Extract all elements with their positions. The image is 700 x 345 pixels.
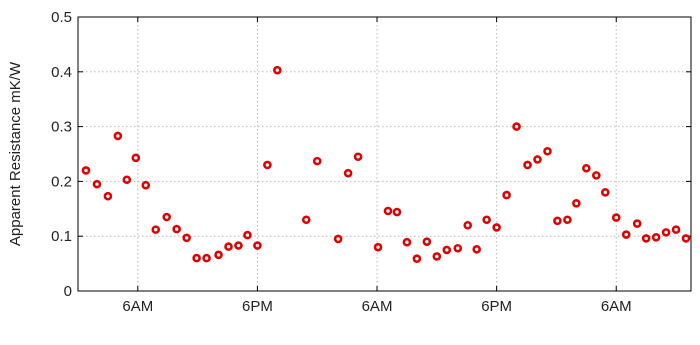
data-point [263, 160, 272, 170]
data-point [243, 230, 252, 240]
y-tick-labels: 0 0.1 0.2 0.3 0.4 0.5 [51, 9, 72, 300]
plot-frame [77, 16, 692, 292]
data-point [543, 146, 552, 156]
data-point [402, 237, 412, 247]
data-point [202, 253, 211, 263]
data-point [373, 242, 383, 252]
x-tick-label: 6AM [362, 298, 393, 315]
data-point [482, 215, 491, 225]
data-point [432, 252, 442, 261]
data-point [182, 233, 191, 243]
data-point [131, 153, 141, 163]
data-point [224, 242, 233, 251]
data-point [661, 228, 671, 237]
data-point [472, 245, 481, 254]
data-point [492, 223, 501, 232]
data-point [92, 179, 102, 189]
grid [78, 17, 691, 291]
data-point [453, 243, 463, 253]
y-tick-label: 0 [64, 283, 72, 300]
data-point [553, 216, 562, 226]
data-point [592, 171, 601, 180]
data-point [333, 234, 343, 244]
data-point [651, 232, 661, 242]
data-point [671, 225, 681, 234]
data-point [422, 237, 432, 246]
data-point [641, 234, 651, 243]
data-point [523, 160, 532, 170]
data-point [103, 191, 113, 201]
data-point [253, 241, 262, 250]
y-tick-label: 0.3 [51, 119, 72, 136]
data-point [81, 166, 91, 175]
y-axis-label: Apparent Resistance mK/W [7, 61, 24, 246]
data-point [192, 253, 201, 263]
data-point [600, 188, 610, 197]
x-tick-label: 6PM [481, 298, 512, 315]
data-point [383, 206, 393, 216]
data-point [151, 225, 161, 234]
y-tick-label: 0.4 [51, 64, 72, 81]
data-point [572, 199, 581, 208]
y-tick-label: 0.1 [51, 228, 72, 245]
data-point [621, 230, 631, 239]
data-point [162, 212, 172, 222]
data-point [273, 65, 282, 75]
data-point [301, 215, 311, 225]
data-point [392, 207, 402, 217]
data-point [412, 254, 422, 263]
data-point [122, 175, 132, 185]
y-tick-label: 0.5 [51, 9, 72, 26]
data-point [533, 155, 542, 164]
data-point [512, 122, 521, 131]
data-point [343, 168, 353, 178]
x-tick-label: 6PM [242, 298, 273, 315]
x-tick-labels: 6AM 6PM 6AM 6PM 6AM [122, 298, 631, 315]
data-point [632, 219, 642, 228]
data-point [141, 180, 151, 190]
x-tick-label: 6AM [122, 298, 153, 315]
data-point [681, 234, 691, 243]
data-point [563, 215, 572, 225]
data-point [312, 156, 322, 166]
data-point [611, 213, 621, 222]
data-point [463, 220, 473, 230]
x-tick-label: 6AM [601, 298, 632, 315]
data-point [214, 250, 223, 260]
data-points [81, 65, 691, 263]
data-point [502, 190, 511, 200]
y-tick-label: 0.2 [51, 173, 72, 190]
axis-ticks [78, 16, 691, 292]
data-point [442, 245, 452, 255]
data-point [353, 152, 363, 162]
data-point [234, 241, 243, 250]
data-point [582, 163, 591, 173]
data-point [172, 224, 181, 234]
data-point [113, 131, 123, 141]
